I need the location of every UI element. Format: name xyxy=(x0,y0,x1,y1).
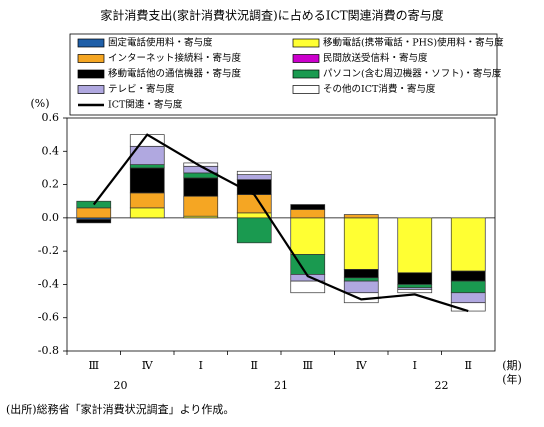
footnote: (出所)総務省「家計消費状況調査」より作成。 xyxy=(6,402,234,416)
legend-swatch xyxy=(77,69,105,79)
legend-label: 移動電話(携帯電話・PHS)使用料・寄与度 xyxy=(323,37,504,49)
legend-label: その他のICT消費・寄与度 xyxy=(323,83,436,95)
y-tick-label: -0.4 xyxy=(38,277,59,290)
x-tick-label: Ⅳ xyxy=(142,359,154,372)
legend-swatch xyxy=(292,69,320,79)
chart-title: 家計消費支出(家計消費状況調査)に占めるICT関連消費の寄与度 xyxy=(100,8,443,23)
bar-segment xyxy=(343,269,379,279)
legend-label: インターネット接続料・寄与度 xyxy=(108,52,242,64)
bar-segment xyxy=(343,280,379,294)
year-label: 22 xyxy=(435,379,449,392)
legend-swatch xyxy=(292,38,320,48)
year-label: 20 xyxy=(114,379,128,392)
x-tick-label: Ⅳ xyxy=(356,359,368,372)
legend-swatch xyxy=(77,38,105,48)
y-tick-label: -0.2 xyxy=(38,244,59,257)
legend-swatch xyxy=(77,54,105,63)
legend-label: ICT関連・寄与度 xyxy=(108,99,183,111)
y-axis-label: (%) xyxy=(30,97,49,110)
x-tick-label: Ⅱ xyxy=(465,359,472,372)
bar-segment xyxy=(450,217,486,272)
legend-swatch xyxy=(77,85,105,94)
bar-segment xyxy=(397,272,433,285)
y-tick-label: 0.6 xyxy=(42,111,60,124)
x-tick-label: Ⅰ xyxy=(199,359,203,372)
bar-segment xyxy=(183,195,219,217)
bar-segment xyxy=(343,214,379,219)
bar-segment xyxy=(343,277,379,282)
y-tick-label: 0.4 xyxy=(42,144,60,157)
legend-label: 移動電話他の通信機器・寄与度 xyxy=(108,68,242,80)
x-tick-label: Ⅱ xyxy=(251,359,258,372)
bar-segment xyxy=(450,292,486,304)
bar-segment xyxy=(129,164,165,169)
bar-segment xyxy=(290,204,326,210)
bar-segment xyxy=(236,217,272,244)
bar-segment xyxy=(129,192,165,209)
bar-segment xyxy=(236,194,272,214)
legend-label: 固定電話使用料・寄与度 xyxy=(108,37,213,49)
bar-segment xyxy=(397,217,433,274)
x-axis-label: (年) xyxy=(502,372,522,386)
legend-label: テレビ・寄与度 xyxy=(108,83,175,95)
bar-segment xyxy=(76,219,112,224)
legend-box xyxy=(69,33,498,116)
bar-segment xyxy=(236,174,272,180)
y-tick-label: 0.2 xyxy=(42,178,60,191)
bar-segment xyxy=(290,280,326,294)
bar-segment xyxy=(343,217,379,270)
x-tick-label: Ⅰ xyxy=(413,359,417,372)
legend-swatch xyxy=(292,54,320,63)
y-tick-label: -0.6 xyxy=(38,311,59,324)
y-tick-label: 0.0 xyxy=(42,211,60,224)
ict-line xyxy=(92,133,469,313)
bar-segment xyxy=(397,284,433,289)
bar-segment xyxy=(450,280,486,294)
year-label: 21 xyxy=(274,379,288,392)
bar-segment xyxy=(129,167,165,194)
bar-segment xyxy=(236,170,272,175)
legend-label: パソコン(含む周辺機器・ソフト)・寄与度 xyxy=(323,68,502,80)
bar-segment xyxy=(397,289,433,294)
legend-label: 民間放送受信料・寄与度 xyxy=(323,52,428,64)
bar-segment xyxy=(129,207,165,219)
x-tick-label: Ⅲ xyxy=(302,359,313,372)
bar-segment xyxy=(290,217,326,255)
x-tick-label: Ⅲ xyxy=(88,359,99,372)
bar-segment xyxy=(76,207,112,219)
bar-segment xyxy=(450,270,486,282)
x-axis-label: (期) xyxy=(502,359,522,372)
bar-segment xyxy=(183,177,219,197)
legend-swatch xyxy=(292,85,320,94)
bar-segment xyxy=(290,209,326,219)
y-tick-label: -0.8 xyxy=(38,344,59,357)
